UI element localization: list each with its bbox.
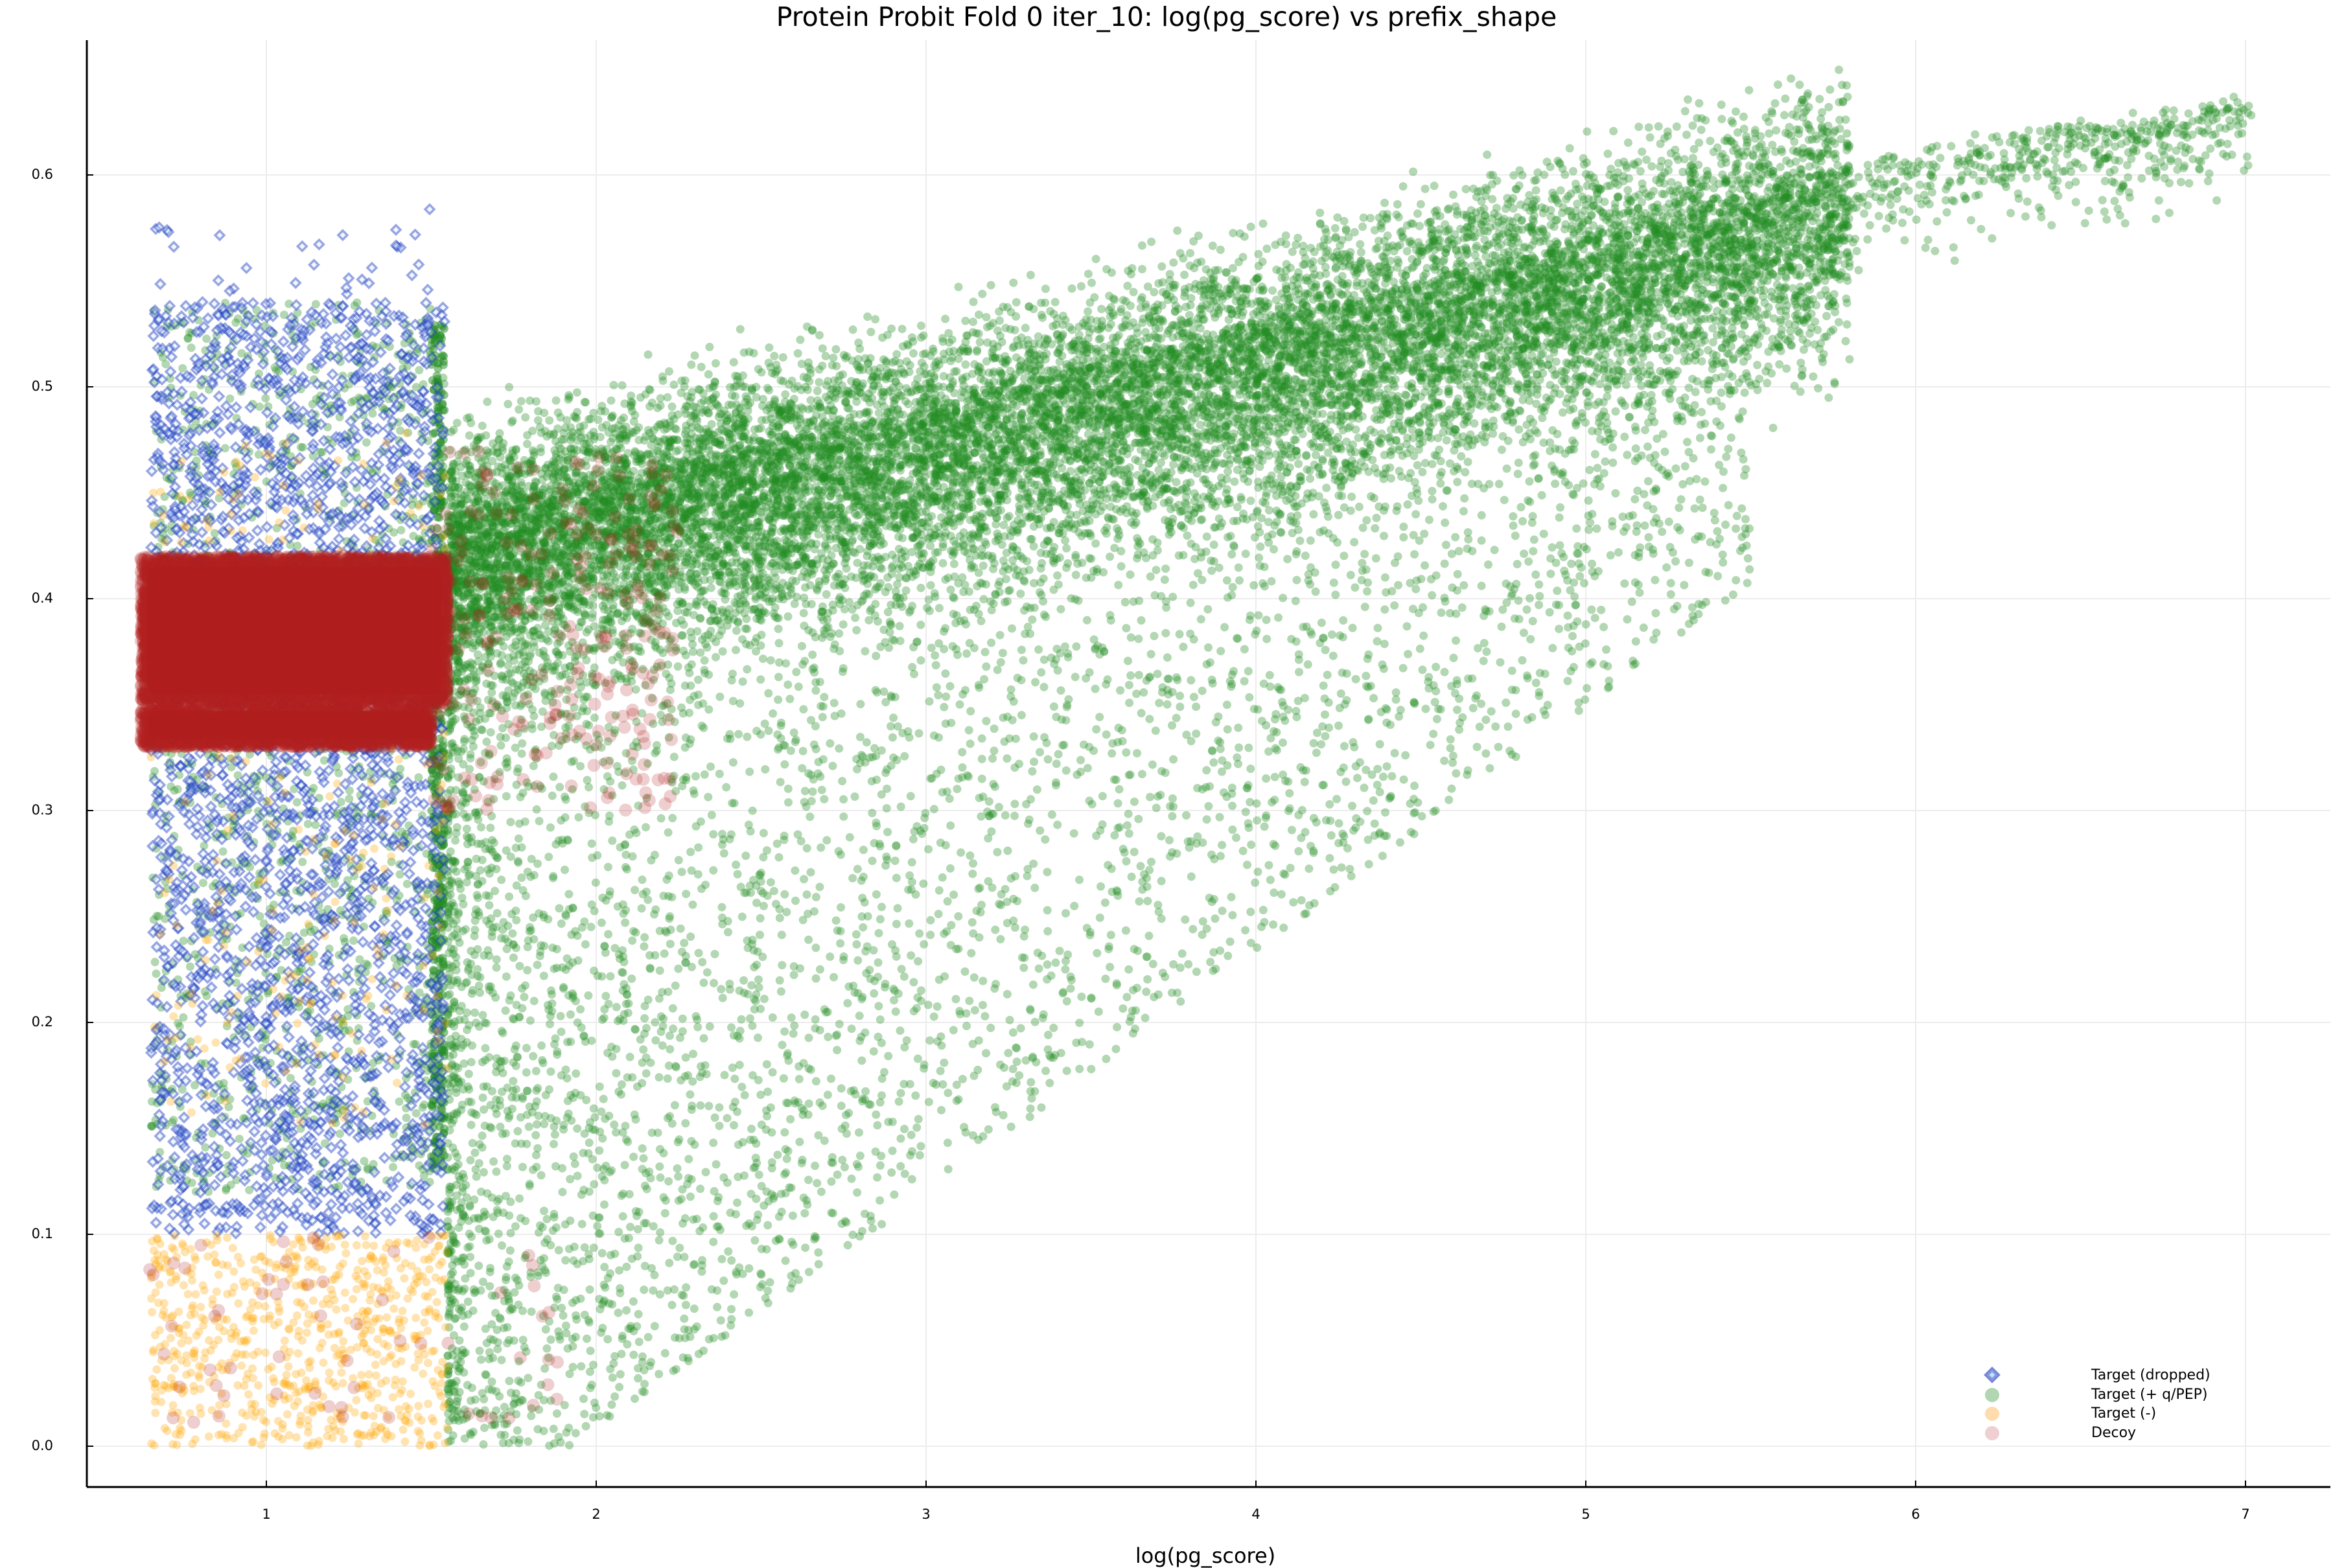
y-tick-label: 0.3 — [26, 802, 53, 818]
y-tick-label: 0.2 — [26, 1014, 53, 1030]
y-tick-label: 0.5 — [26, 378, 53, 394]
y-tick-label: 0.1 — [26, 1226, 53, 1241]
y-tick-label: 0.0 — [26, 1438, 53, 1453]
legend: Target (dropped) Target (+ q/PEP) Target… — [1915, 1351, 2244, 1455]
x-tick-label: 1 — [253, 1506, 279, 1522]
circle-marker-icon — [1985, 1388, 1999, 1402]
x-tick-label: 4 — [1243, 1506, 1269, 1522]
x-tick-label: 5 — [1573, 1506, 1599, 1522]
x-axis-label: log(pg_score) — [1102, 1543, 1309, 1568]
legend-item-target-qpep: Target (+ q/PEP) — [1915, 1385, 2244, 1405]
y-tick-label: 0.4 — [26, 590, 53, 606]
legend-item-target-dropped: Target (dropped) — [1915, 1366, 2244, 1385]
legend-label: Target (+ q/PEP) — [2091, 1385, 2207, 1405]
x-tick-label: 3 — [913, 1506, 939, 1522]
chart-title: Protein Probit Fold 0 iter_10: log(pg_sc… — [0, 1, 2333, 32]
x-tick-label: 6 — [1903, 1506, 1929, 1522]
legend-label: Target (dropped) — [2091, 1366, 2211, 1385]
legend-item-target-negative: Target (-) — [1915, 1404, 2244, 1424]
scatter-plot — [0, 0, 2333, 1555]
y-tick-label: 0.6 — [26, 167, 53, 182]
legend-label: Decoy — [2091, 1424, 2136, 1443]
circle-marker-icon — [1985, 1407, 1999, 1421]
x-tick-label: 2 — [583, 1506, 609, 1522]
x-tick-label: 7 — [2233, 1506, 2258, 1522]
circle-marker-icon — [1985, 1426, 1999, 1440]
legend-label: Target (-) — [2091, 1404, 2156, 1424]
legend-item-decoy: Decoy — [1915, 1424, 2244, 1443]
scatter-points — [135, 65, 2256, 1450]
diamond-marker-icon — [1984, 1366, 2000, 1383]
